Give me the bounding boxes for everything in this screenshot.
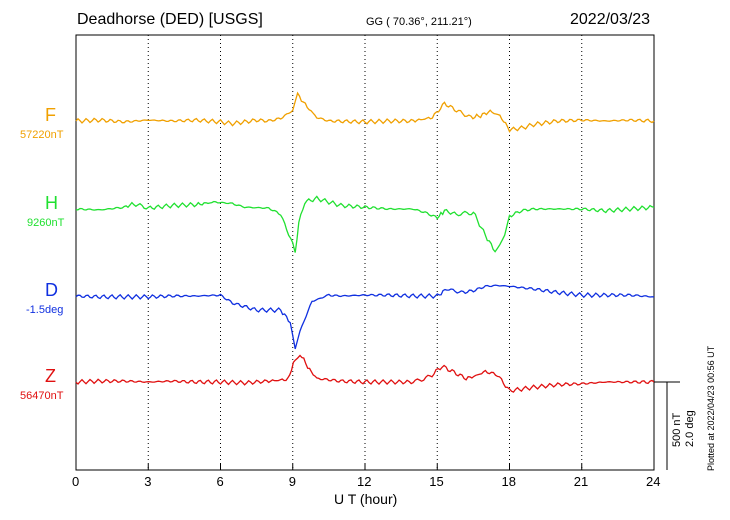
series-line-z bbox=[75, 354, 655, 393]
x-axis-ticks bbox=[75, 464, 655, 470]
station-coordinates: GG ( 70.36°, 211.21°) bbox=[366, 16, 472, 28]
series-line-d bbox=[75, 284, 655, 350]
plotted-timestamp: Plotted at 2022/04/23 00:56 UT bbox=[706, 345, 716, 471]
series-baseline-h: 9260nT bbox=[27, 217, 65, 229]
scale-bar bbox=[654, 381, 680, 470]
series-line-f bbox=[75, 91, 655, 133]
x-tick-label: 0 bbox=[72, 474, 80, 489]
series-name-f: F bbox=[45, 105, 56, 125]
x-tick-label: 12 bbox=[357, 474, 372, 489]
x-axis-label: U T (hour) bbox=[334, 491, 398, 507]
station-title: Deadhorse (DED) [USGS] bbox=[77, 11, 263, 28]
series-baseline-f: 57220nT bbox=[20, 129, 64, 141]
traces bbox=[75, 91, 655, 393]
x-tick-label: 24 bbox=[646, 474, 661, 489]
plot-date: 2022/03/23 bbox=[570, 11, 651, 28]
grid-lines bbox=[147, 35, 583, 470]
scale-field-label: 500 nT bbox=[671, 412, 683, 447]
series-line-h bbox=[76, 195, 655, 253]
plot-frame bbox=[75, 34, 655, 471]
series-baseline-d: -1.5deg bbox=[26, 304, 64, 316]
series-name-h: H bbox=[45, 193, 58, 213]
x-tick-label: 6 bbox=[216, 474, 224, 489]
x-tick-label: 21 bbox=[573, 474, 589, 489]
series-name-d: D bbox=[45, 280, 58, 300]
x-tick-label: 15 bbox=[429, 474, 444, 489]
series-name-z: Z bbox=[45, 366, 56, 386]
scale-declination-label: 2.0 deg bbox=[684, 410, 696, 447]
x-tick-label: 18 bbox=[501, 474, 516, 489]
series-baseline-z: 56470nT bbox=[20, 390, 64, 402]
x-tick-label: 9 bbox=[288, 474, 296, 489]
x-tick-label: 3 bbox=[144, 474, 152, 489]
